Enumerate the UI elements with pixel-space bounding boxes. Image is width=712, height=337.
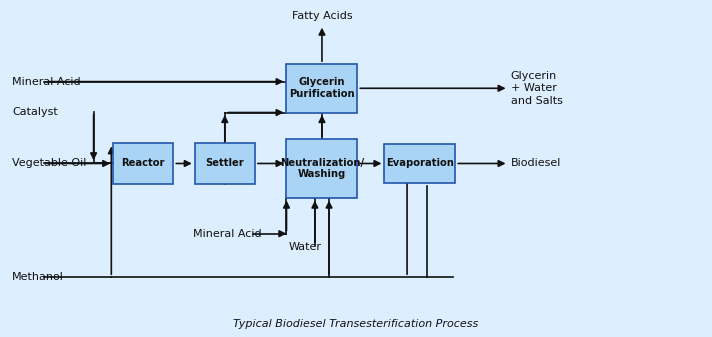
Text: Typical Biodiesel Transesterification Process: Typical Biodiesel Transesterification Pr… [234, 319, 478, 329]
Text: Methanol: Methanol [12, 272, 64, 282]
Text: Vegetable Oil: Vegetable Oil [12, 158, 86, 168]
Text: Mineral Acid: Mineral Acid [12, 76, 80, 87]
FancyBboxPatch shape [194, 144, 255, 184]
Text: Neutralization/
Washing: Neutralization/ Washing [280, 158, 364, 179]
Text: Water: Water [288, 242, 322, 252]
Text: Fatty Acids: Fatty Acids [292, 11, 352, 22]
Text: Evaporation: Evaporation [386, 158, 454, 168]
FancyBboxPatch shape [113, 144, 174, 184]
Text: Glycerin
Purification: Glycerin Purification [289, 78, 355, 99]
FancyBboxPatch shape [286, 64, 357, 113]
Text: Reactor: Reactor [122, 158, 165, 168]
Text: Mineral Acid: Mineral Acid [193, 229, 261, 239]
FancyBboxPatch shape [384, 144, 455, 183]
Text: Biodiesel: Biodiesel [511, 158, 561, 168]
Text: Catalyst: Catalyst [12, 107, 58, 117]
Text: Glycerin
+ Water
and Salts: Glycerin + Water and Salts [511, 71, 562, 106]
Text: Settler: Settler [206, 158, 244, 168]
FancyBboxPatch shape [286, 139, 357, 198]
